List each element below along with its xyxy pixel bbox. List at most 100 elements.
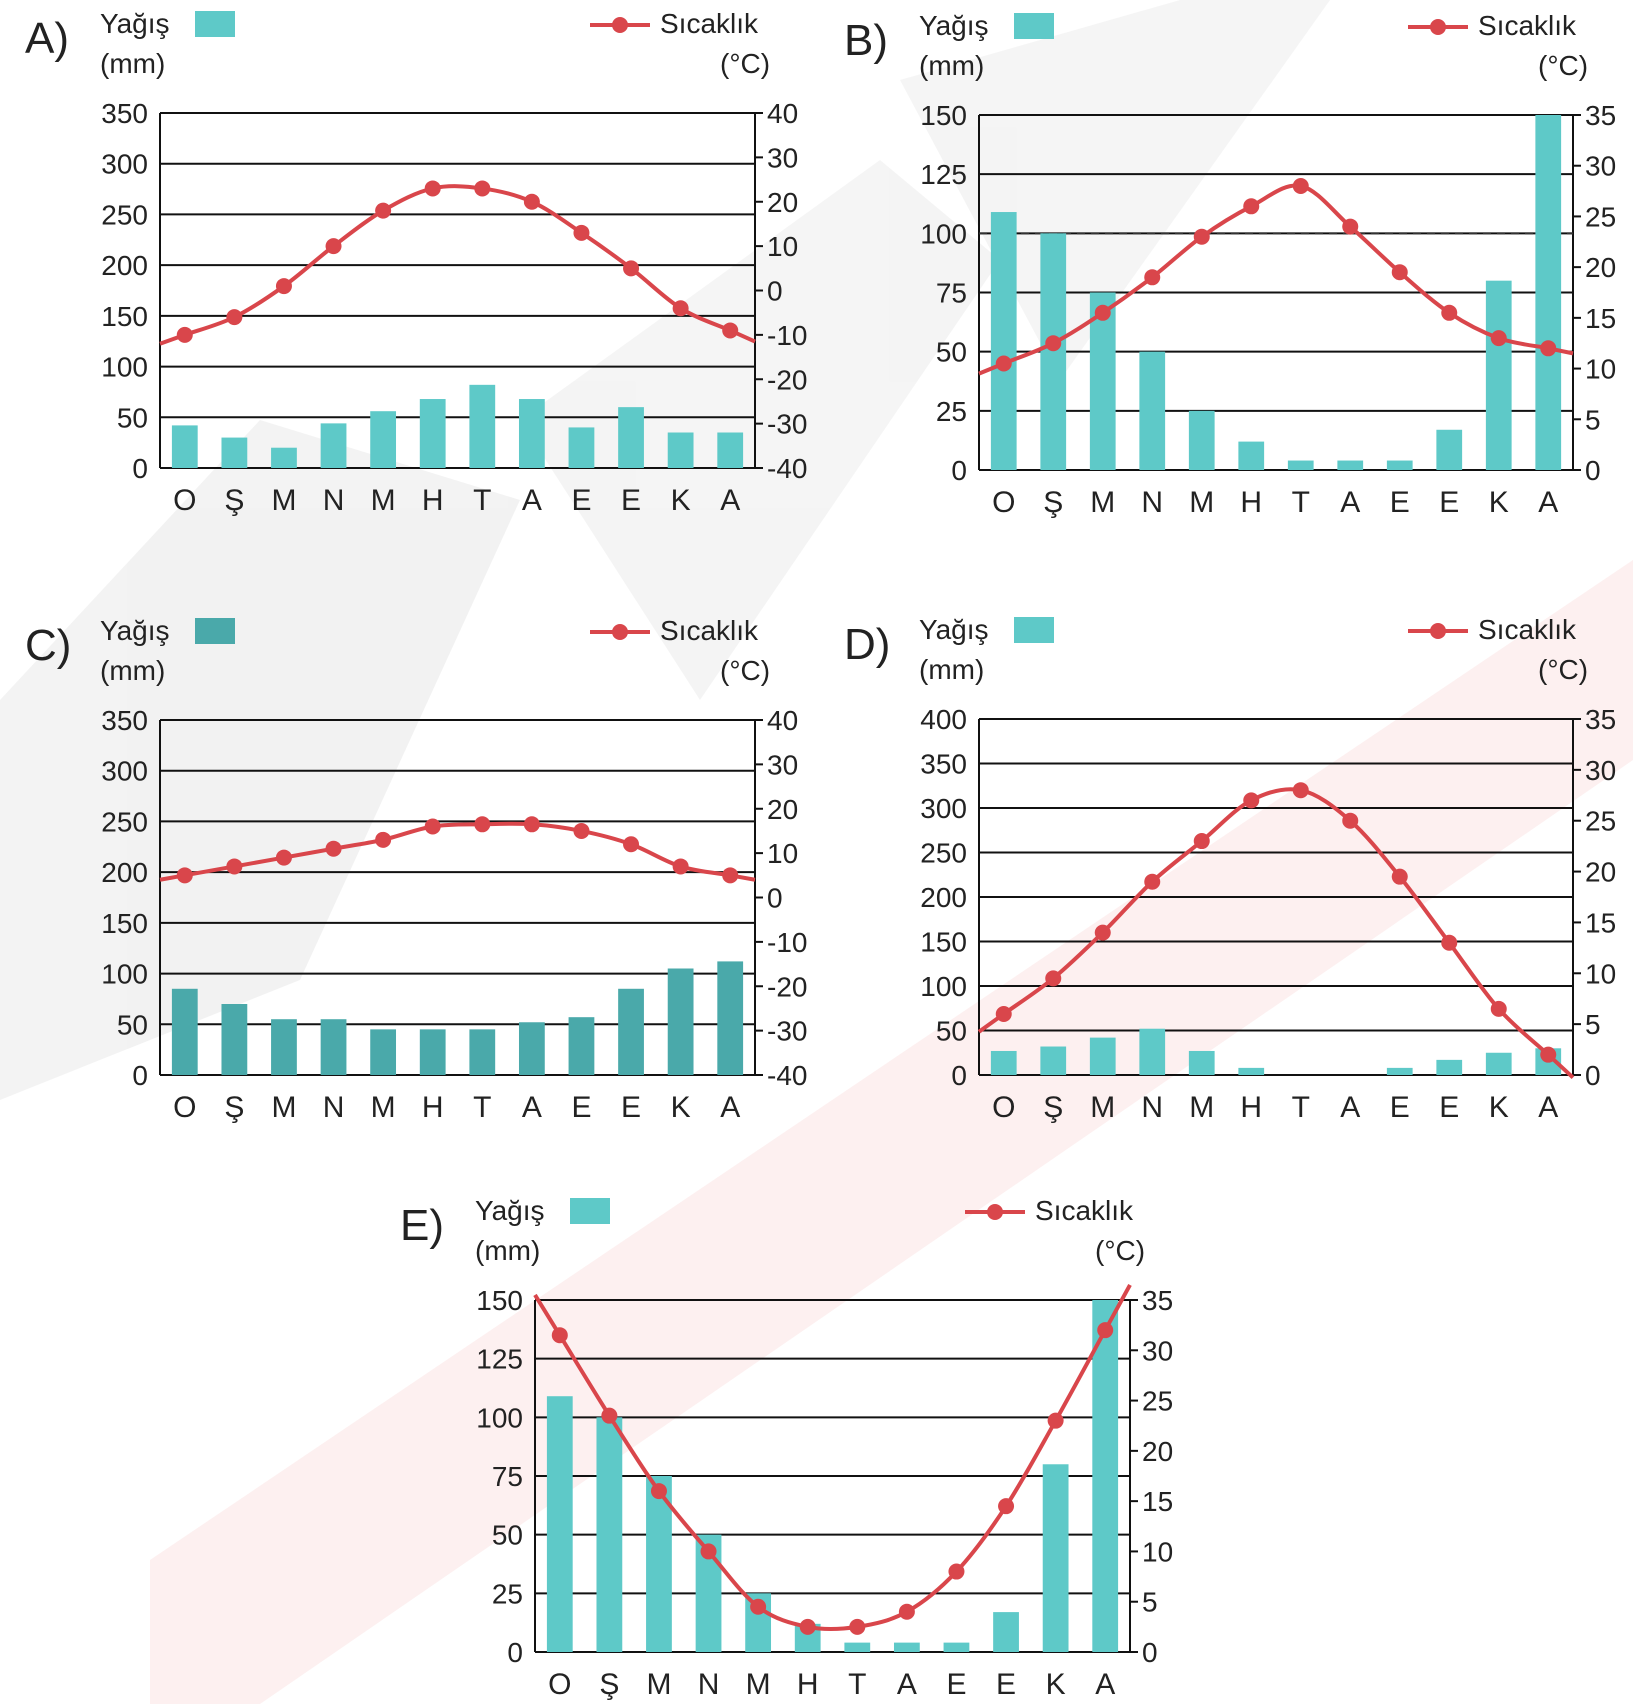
- chart-d-label: D): [844, 620, 890, 669]
- chart-a-temperature-point: [474, 180, 491, 197]
- chart-a-precip-tick: 350: [101, 98, 148, 129]
- chart-b-precip-bar: [1089, 292, 1116, 470]
- chart-b-temp-unit: (°C): [1538, 50, 1588, 81]
- chart-c-temperature-point: [623, 836, 640, 853]
- chart-e-precip-bar: [943, 1642, 970, 1652]
- chart-a-temperature-point: [325, 238, 342, 255]
- chart-e-temperature-point: [650, 1483, 667, 1500]
- chart-e-temperature-point: [551, 1327, 568, 1344]
- chart-b-month-label: E: [1439, 486, 1459, 519]
- chart-c-precip-legend-swatch: [195, 618, 235, 644]
- chart-b-month-label: A: [1538, 486, 1558, 519]
- chart-c-temp-legend-marker: [612, 624, 628, 640]
- chart-b-precip-unit: (mm): [919, 50, 984, 81]
- chart-d-precip-bar: [1485, 1052, 1512, 1075]
- chart-c-temperature-point: [523, 816, 540, 833]
- chart-d-temperature-point: [1490, 1000, 1507, 1017]
- chart-a-precip-bar: [717, 432, 744, 468]
- chart-b-precip-tick: 0: [951, 455, 967, 486]
- chart-a: A) Yağış(mm)Sıcaklık(°C)05010015020025030…: [25, 8, 807, 517]
- chart-b-month-label: N: [1141, 486, 1163, 519]
- chart-c-precip-unit: (mm): [100, 655, 165, 686]
- chart-c-precip-tick: 100: [101, 959, 148, 990]
- chart-d-temperature-point: [1391, 868, 1408, 885]
- chart-d-precip-tick: 400: [920, 704, 967, 735]
- chart-d-temp-legend-marker: [1430, 623, 1446, 639]
- chart-c-month-label: M: [271, 1091, 296, 1124]
- chart-c-precip-bar: [568, 1017, 595, 1075]
- chart-a-precip-tick: 300: [101, 149, 148, 180]
- chart-b-precip-bar: [1287, 460, 1314, 470]
- chart-d-month-label: Ş: [1043, 1091, 1063, 1124]
- chart-c-month-label: H: [422, 1091, 444, 1124]
- chart-e-temp-tick: 15: [1142, 1486, 1173, 1517]
- chart-e-month-label: O: [548, 1668, 571, 1701]
- chart-e-precip-tick: 150: [476, 1285, 523, 1316]
- chart-d-precip-legend: Yağış: [919, 614, 989, 645]
- chart-c-temp-tick: 40: [767, 705, 798, 736]
- chart-e-precip-tick: 125: [476, 1344, 523, 1375]
- chart-e-month-label: K: [1046, 1668, 1066, 1701]
- chart-a-precip-bar: [271, 447, 297, 468]
- chart-a-temp-legend-marker: [612, 17, 628, 33]
- chart-a-precip-tick: 150: [101, 301, 148, 332]
- chart-e-temp-unit: (°C): [1095, 1235, 1145, 1266]
- chart-e-temp-tick: 10: [1142, 1536, 1173, 1567]
- chart-c-month-label: E: [571, 1091, 591, 1124]
- chart-d-precip-bar: [1238, 1067, 1265, 1075]
- chart-e-temperature-point: [849, 1618, 866, 1635]
- chart-e-temp-tick: 35: [1142, 1285, 1173, 1316]
- chart-c-temp-tick: -10: [767, 927, 807, 958]
- chart-e-month-label: M: [746, 1668, 771, 1701]
- chart-d-precip-bar: [1040, 1046, 1067, 1075]
- chart-c-month-label: A: [522, 1091, 542, 1124]
- chart-d-precip-bar: [1139, 1028, 1166, 1075]
- chart-c-precip-bar: [618, 988, 644, 1075]
- chart-e-temperature-point: [1047, 1412, 1064, 1429]
- chart-b-temperature-point: [1490, 330, 1507, 347]
- chart-a-precip-unit: (mm): [100, 48, 165, 79]
- chart-c-temperature-point: [226, 858, 243, 875]
- chart-c-month-label: E: [621, 1091, 641, 1124]
- chart-b: B) Yağış (mm) Sıcaklık (°C) 0 25 50 75 100 125 150 0…: [844, 10, 1616, 519]
- chart-d-precip-bar: [1188, 1050, 1215, 1075]
- chart-d-temp-tick: 25: [1585, 806, 1616, 837]
- chart-e-precip-bar: [844, 1642, 871, 1652]
- chart-c-precip-bar: [171, 988, 198, 1075]
- chart-e-temp-tick: 25: [1142, 1386, 1173, 1417]
- chart-c-temperature-point: [672, 858, 689, 875]
- chart-c-temp-tick: 0: [767, 883, 783, 914]
- chart-c-month-label: K: [671, 1091, 691, 1124]
- chart-c-temp-tick: 20: [767, 794, 798, 825]
- chart-a-precip-bar: [370, 411, 397, 468]
- chart-b-precip-legend-swatch: [1014, 13, 1054, 39]
- chart-c-temperature-point: [176, 867, 193, 884]
- chart-e-temp-legend: Sıcaklık: [1035, 1195, 1134, 1226]
- chart-c-precip-tick: 0: [132, 1060, 148, 1091]
- chart-c: C) Yağış(mm)Sıcaklık(°C)05010015020025030…: [25, 615, 807, 1124]
- chart-c-label: C): [25, 621, 71, 670]
- chart-c-temp-legend: Sıcaklık: [660, 615, 759, 646]
- chart-a-temp-tick: 20: [767, 187, 798, 218]
- chart-a-precip-tick: 250: [101, 199, 148, 230]
- chart-b-temperature-point: [1094, 304, 1111, 321]
- chart-c-temperature-point: [325, 840, 342, 857]
- chart-d-temperature-point: [1342, 812, 1359, 829]
- chart-d-temperature-point: [1540, 1046, 1557, 1063]
- chart-c-precip-tick: 350: [101, 705, 148, 736]
- chart-a-month-label: M: [371, 484, 396, 517]
- chart-b-temperature-point: [995, 355, 1012, 372]
- chart-b-precip-bar: [1139, 351, 1166, 470]
- chart-c-temp-tick: -30: [767, 1016, 807, 1047]
- chart-b-temp-legend-marker: [1430, 19, 1446, 35]
- chart-d-temperature-point: [1193, 833, 1210, 850]
- chart-b-precip-tick: 50: [936, 337, 967, 368]
- chart-e: E) Yağış (mm) Sıcaklık (°C) 0 25 50 75 100 125 150 0…: [400, 1195, 1173, 1701]
- chart-e-precip-tick: 0: [507, 1637, 523, 1668]
- chart-b-temp-tick: 35: [1585, 100, 1616, 131]
- chart-d-precip-tick: 150: [920, 927, 967, 958]
- chart-e-precip-tick: 50: [492, 1520, 523, 1551]
- chart-b-month-label: Ş: [1043, 486, 1063, 519]
